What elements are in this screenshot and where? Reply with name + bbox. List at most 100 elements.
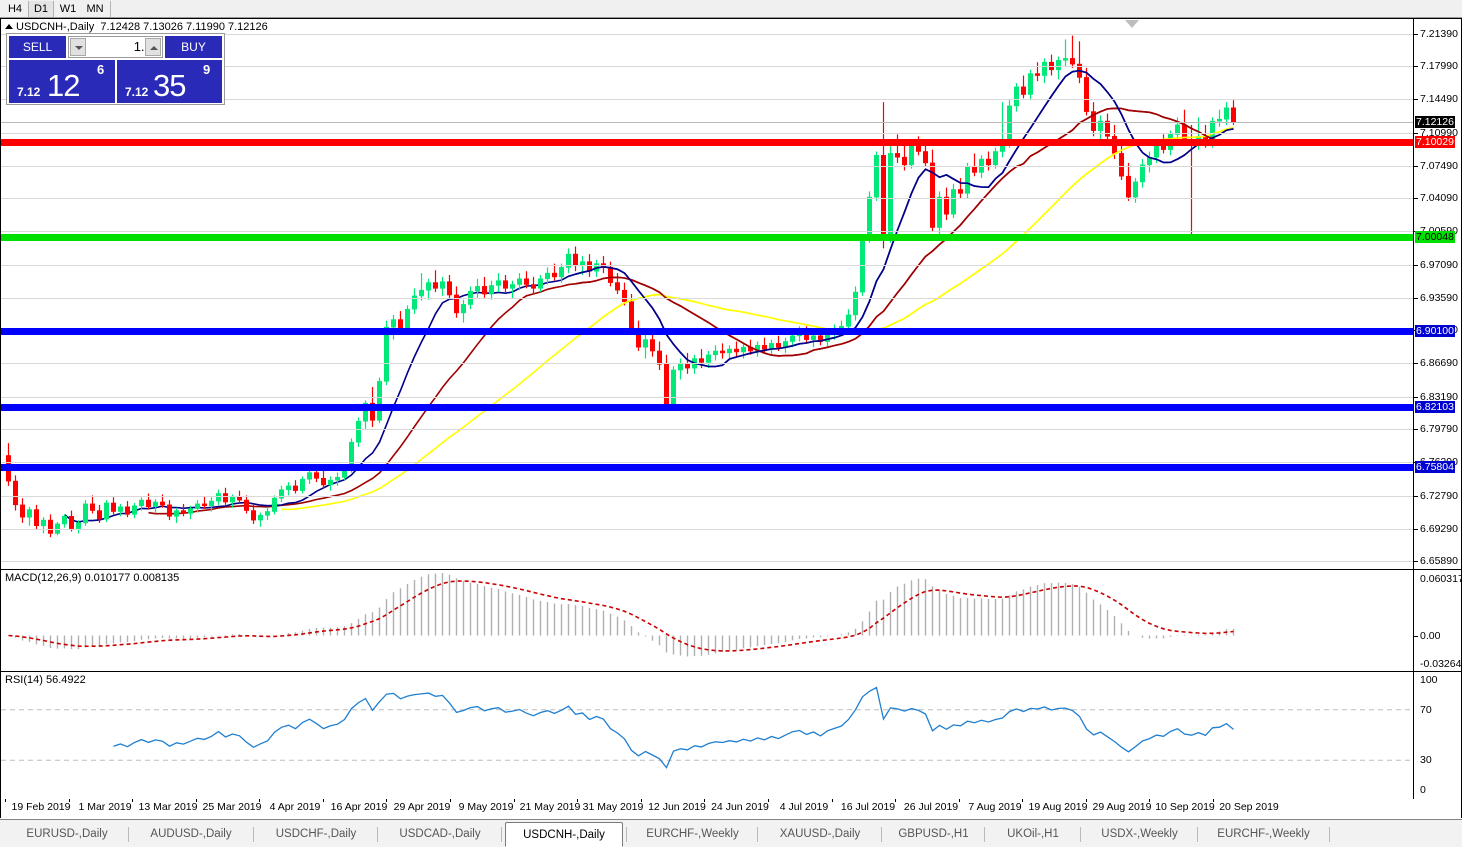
rsi-plot-area[interactable]: [1, 672, 1413, 799]
period-button-w1[interactable]: W1: [59, 3, 77, 15]
price-tick-label: 7.07490: [1420, 159, 1458, 172]
chart-tab-usdchf--daily[interactable]: USDCHF-,Daily: [275, 828, 357, 840]
price-tick-label: 6.97090: [1420, 258, 1458, 271]
macd-series: [8, 573, 1235, 657]
gridline: [1, 396, 1413, 398]
chart-tab-usdx--weekly[interactable]: USDX-,Weekly: [1101, 828, 1178, 840]
price-axis[interactable]: 7.21390 7.17990 7.14490 7.10990 7.07490 7.040…: [1413, 19, 1461, 569]
gridline: [1, 66, 1413, 68]
price-level-badge: 6.75804: [1415, 460, 1455, 473]
date-axis-tickmark: [5, 799, 6, 802]
price-level-badge: 6.82103: [1415, 401, 1455, 413]
chart-tab-bar[interactable]: EURUSD-,Daily AUDUSD-,Daily USDCHF-,Daily U…: [0, 819, 1462, 847]
period-toolbar: H4 D1 W1 MN: [0, 0, 1462, 18]
one-click-trading-panel[interactable]: SELL 1.00 BUY 7.12 12 6 7.12 35 9: [6, 33, 225, 105]
rsi-indicator-label: RSI(14) 56.4922: [5, 674, 86, 686]
price-tick-label: 6.93590: [1420, 291, 1458, 304]
axis-tickmark: [1414, 99, 1418, 101]
price-tick-label: 6.65890: [1420, 555, 1458, 567]
price-level-handle[interactable]: [1403, 464, 1408, 470]
price-level-line[interactable]: [1, 233, 1413, 241]
date-tick-label: 12 Jun 2019: [648, 801, 706, 813]
date-tick-label: 1 Mar 2019: [78, 801, 132, 813]
date-tick-label: 31 May 2019: [582, 801, 644, 813]
date-axis[interactable]: 19 Feb 2019 1 Mar 2019 13 Mar 2019 25 Mar 2…: [1, 799, 1461, 818]
sell-button[interactable]: SELL: [9, 36, 66, 58]
gridline: [1, 231, 1413, 233]
date-axis-tickmark: [386, 799, 387, 802]
chart-tab-gbpusd--h1[interactable]: GBPUSD-,H1: [898, 828, 969, 840]
axis-tickmark: [1414, 66, 1418, 68]
price-level-handle[interactable]: [1403, 329, 1408, 334]
chart-tab-usdcnh--daily[interactable]: USDCNH-,Daily: [505, 822, 623, 847]
date-tick-label: 16 Apr 2019: [330, 801, 388, 813]
date-axis-tickmark: [641, 799, 642, 802]
rsi-pane[interactable]: 100 70 30 0 RSI(14) 56.4922: [1, 672, 1461, 799]
rsi-tick-label: 30: [1420, 754, 1432, 767]
buy-price-prefix: 7.12: [125, 85, 149, 99]
date-tick-label: 19 Feb 2019: [11, 801, 71, 813]
axis-tickmark: [1414, 363, 1418, 365]
date-tick-label: 29 Aug 2019: [1092, 801, 1152, 813]
date-axis-tickmark: [1022, 799, 1023, 802]
date-axis-tickmark: [259, 799, 260, 802]
macd-pane[interactable]: 0.060317 0.00 -0.032648 MACD(12,26,9) 0.01…: [1, 570, 1461, 672]
price-plot-area[interactable]: [1, 19, 1413, 569]
buy-price-display[interactable]: 7.12 35 9: [117, 60, 222, 103]
volume-stepper[interactable]: 1.00: [68, 36, 163, 58]
macd-axis: 0.060317 0.00 -0.032648: [1413, 570, 1461, 671]
buy-button[interactable]: BUY: [165, 36, 222, 58]
gridline: [1, 264, 1413, 266]
chart-tab-eurusd--daily[interactable]: EURUSD-,Daily: [26, 828, 108, 840]
price-level-badge: 7.00048: [1415, 230, 1455, 243]
period-button-mn[interactable]: MN: [86, 3, 104, 15]
price-tick-label: 6.72790: [1420, 489, 1458, 502]
volume-decrease-button[interactable]: [70, 38, 86, 56]
price-level-handle[interactable]: [1403, 405, 1408, 410]
chart-tab-audusd--daily[interactable]: AUDUSD-,Daily: [150, 828, 232, 840]
date-axis-tickmark: [959, 799, 960, 802]
date-axis-tickmark: [323, 799, 324, 802]
date-tick-label: 21 May 2019: [519, 801, 581, 813]
price-pane[interactable]: 7.21390 7.17990 7.14490 7.10990 7.07490 7.040…: [1, 19, 1461, 570]
tab-divider: [881, 827, 882, 842]
candlestick-series: [6, 35, 1237, 538]
date-axis-tickmark: [450, 799, 451, 802]
date-axis-tickmark: [1213, 799, 1214, 802]
macd-plot-area[interactable]: [1, 570, 1413, 671]
chart-tab-ukoil--h1[interactable]: UKOil-,H1: [1007, 828, 1059, 840]
gridline: [1, 33, 1413, 35]
date-axis-tickmark: [832, 799, 833, 802]
axis-tickmark: [1414, 495, 1418, 497]
date-axis-tickmark: [768, 799, 769, 802]
price-level-badge: 7.12126: [1415, 115, 1455, 128]
sell-price-display[interactable]: 7.12 12 6: [9, 60, 115, 103]
chart-tab-usdcad--daily[interactable]: USDCAD-,Daily: [399, 828, 481, 840]
date-axis-tickmark: [577, 799, 578, 802]
price-level-line[interactable]: [1, 404, 1413, 411]
price-tick-label: 7.21390: [1420, 27, 1458, 40]
tab-divider: [1080, 827, 1081, 842]
price-level-line[interactable]: [1, 138, 1413, 146]
sell-price-major: 12: [47, 68, 80, 103]
chart-tab-xauusd--daily[interactable]: XAUUSD-,Daily: [779, 828, 861, 840]
tab-divider: [1329, 827, 1330, 842]
period-button-d1[interactable]: D1: [28, 1, 54, 17]
chart-tab-eurchf--weekly[interactable]: EURCHF-,Weekly: [646, 828, 739, 840]
price-level-handle[interactable]: [1403, 139, 1408, 145]
date-axis-tickmark: [704, 799, 705, 802]
rsi-tick-label: 70: [1420, 703, 1432, 716]
volume-increase-button[interactable]: [145, 38, 161, 56]
price-level-line[interactable]: [1, 328, 1413, 335]
price-level-line[interactable]: [1, 121, 1413, 123]
period-button-h4[interactable]: H4: [7, 3, 23, 15]
triangle-up-icon: [5, 24, 13, 29]
axis-tickmark: [1414, 396, 1418, 398]
price-level-line[interactable]: [1, 463, 1413, 471]
price-level-handle[interactable]: [1403, 234, 1408, 240]
date-axis-tickmark: [196, 799, 197, 802]
gridline: [1, 165, 1413, 167]
gridline: [1, 99, 1413, 101]
date-tick-label: 13 Mar 2019: [138, 801, 198, 813]
chart-tab-eurchf--weekly[interactable]: EURCHF-,Weekly: [1217, 828, 1310, 840]
